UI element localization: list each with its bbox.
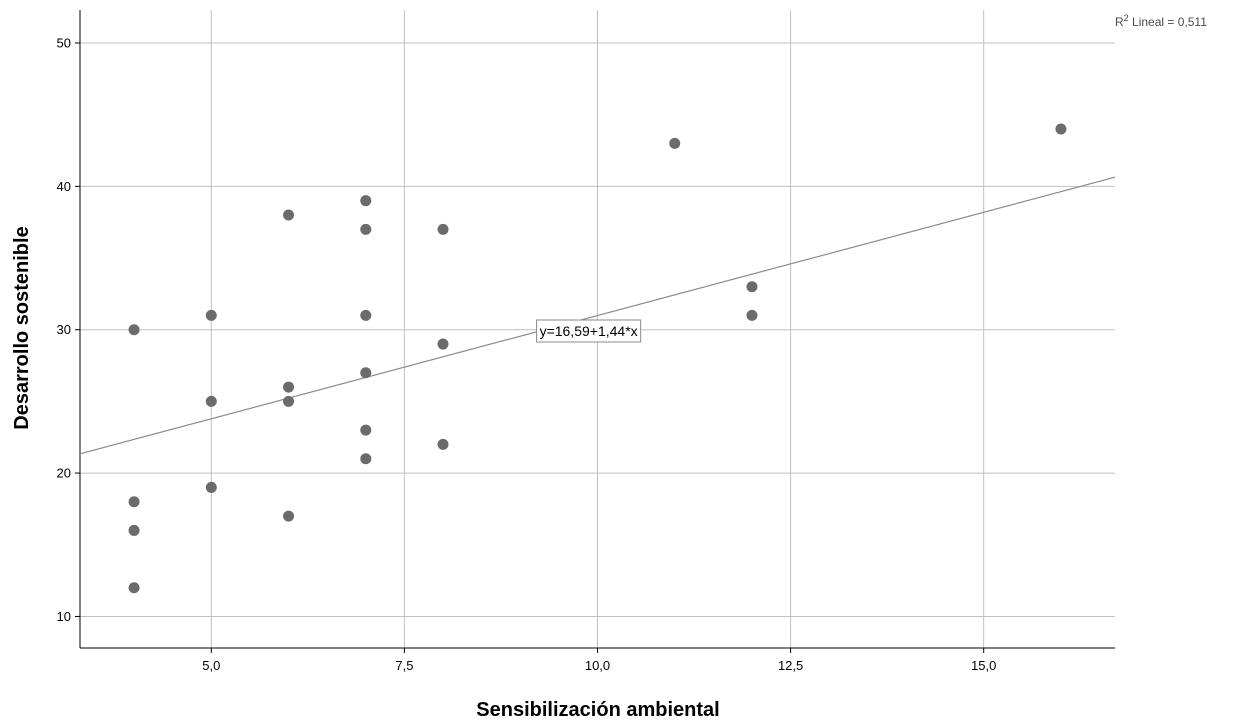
data-points [128,123,1067,594]
data-point [746,281,758,293]
data-point [360,223,372,235]
y-tick-label: 30 [57,322,71,337]
x-tick-label: 5,0 [202,658,220,673]
y-tick-label: 40 [57,179,71,194]
data-point [283,209,295,221]
x-tick-label: 10,0 [585,658,610,673]
r2-superscript: 2 [1124,13,1129,23]
y-tick-label: 10 [57,609,71,624]
data-point [283,395,295,407]
data-point [360,367,372,379]
data-point [437,338,449,350]
equation-box [536,319,642,343]
data-point [360,424,372,436]
data-point [205,481,217,493]
data-point [128,582,140,594]
data-point [205,395,217,407]
equation-text: y=16,59+1,44*x [540,323,638,339]
data-point [128,524,140,536]
regression-line-group [79,176,1116,455]
r2-label: R2 Lineal = 0,511 [1115,13,1207,29]
x-tick-label: 7,5 [395,658,413,673]
x-axis-title: Sensibilización ambiental [476,699,719,721]
tick-labels: 10 20 30 40 50 5,0 7,5 10,0 12,5 15,0 [57,35,997,673]
data-point [437,438,449,450]
data-point [360,195,372,207]
x-tick-label: 15,0 [971,658,996,673]
axes [79,10,1115,649]
equation-label: y=16,59+1,44*x [536,319,642,343]
x-tick-label: 12,5 [778,658,803,673]
data-point [360,453,372,465]
r2-suffix: Lineal = 0,511 [1129,15,1208,29]
y-tick-label: 50 [57,35,71,50]
r2-prefix: R [1115,15,1124,29]
y-axis-title: Desarrollo sostenible [11,226,33,429]
data-point [283,510,295,522]
regression-line [79,176,1116,455]
data-point [360,309,372,321]
y-tick-label: 20 [57,466,71,481]
data-point [746,309,758,321]
data-point [128,324,140,336]
data-point [437,223,449,235]
data-point [283,381,295,393]
data-point [669,137,681,149]
data-point [1055,123,1067,135]
data-point [128,496,140,508]
data-point [205,309,217,321]
